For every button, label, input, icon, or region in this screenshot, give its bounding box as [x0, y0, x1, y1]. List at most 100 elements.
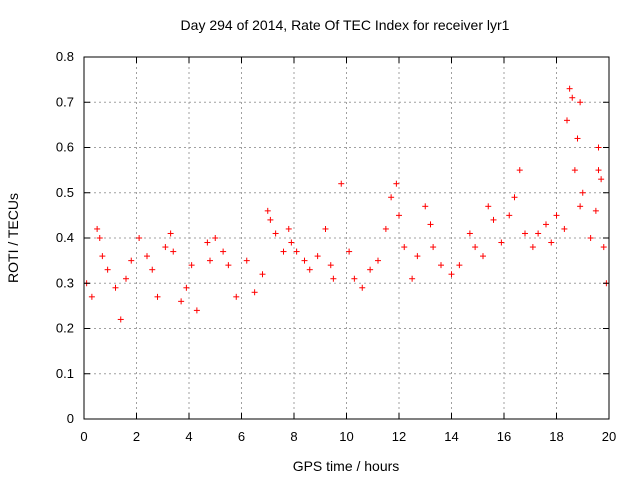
data-point: [351, 275, 358, 282]
data-point: [94, 225, 101, 232]
data-point: [577, 203, 584, 210]
data-point: [167, 230, 174, 237]
data-point: [574, 135, 581, 142]
data-point: [456, 262, 463, 269]
y-tick-label: 0: [67, 411, 74, 426]
chart-title: Day 294 of 2014, Rate Of TEC Index for r…: [181, 17, 510, 33]
x-tick-label: 0: [80, 429, 87, 444]
data-point: [438, 262, 444, 269]
y-tick-label: 0.3: [56, 275, 74, 290]
data-point: [409, 275, 416, 282]
x-tick-label: 8: [290, 429, 297, 444]
data-point: [301, 257, 308, 264]
data-point: [595, 144, 602, 151]
data-point: [579, 189, 586, 196]
x-tick-label: 20: [602, 429, 616, 444]
data-point: [600, 244, 607, 251]
x-tick-label: 10: [339, 429, 353, 444]
data-point: [511, 194, 518, 201]
data-point: [144, 253, 150, 260]
y-tick-label: 0.7: [56, 94, 74, 109]
data-point: [490, 216, 497, 223]
data-point: [529, 244, 536, 251]
data-point: [522, 230, 528, 237]
data-point: [516, 167, 523, 174]
data-point: [535, 230, 542, 237]
data-point: [178, 298, 185, 305]
data-point: [170, 248, 177, 255]
data-point: [448, 271, 455, 278]
data-point: [427, 221, 434, 228]
data-point: [577, 99, 584, 106]
data-points: [83, 85, 610, 323]
data-point: [327, 262, 334, 269]
data-point: [212, 235, 219, 241]
data-point: [233, 293, 240, 300]
data-point: [264, 207, 271, 214]
data-point: [99, 253, 106, 260]
x-tick-label: 12: [392, 429, 406, 444]
x-tick-label: 18: [549, 429, 563, 444]
y-axis-label: ROTI / TECUs: [5, 193, 21, 283]
data-point: [367, 266, 374, 273]
data-point: [422, 203, 429, 210]
data-point: [183, 284, 190, 291]
data-point: [330, 275, 337, 282]
data-point: [346, 248, 353, 255]
data-point: [569, 94, 576, 101]
data-point: [595, 167, 602, 174]
data-point: [117, 316, 124, 323]
y-tick-label: 0.1: [56, 366, 74, 381]
data-point: [112, 284, 119, 291]
data-point: [154, 293, 161, 300]
data-point: [506, 212, 513, 219]
data-point: [571, 167, 578, 174]
data-point: [285, 225, 292, 232]
data-point: [566, 85, 573, 92]
data-point: [587, 235, 594, 241]
data-point: [188, 262, 195, 269]
y-tick-label: 0.5: [56, 185, 74, 200]
y-tick-label: 0.2: [56, 321, 74, 336]
x-tick-label: 14: [444, 429, 458, 444]
axis-ticks: 0 0.1 0.2 0.3 0.4 0.5 0.6 0.7 0.8 0 2 4 6 8 10 12 14 16 18…: [56, 49, 616, 444]
data-point: [162, 244, 169, 251]
data-point: [272, 230, 279, 237]
data-point: [128, 257, 135, 264]
data-point: [225, 262, 232, 269]
data-point: [243, 257, 250, 264]
data-point: [207, 257, 213, 264]
data-point: [430, 244, 437, 251]
data-point: [485, 203, 492, 210]
data-point: [548, 239, 555, 246]
data-point: [288, 239, 295, 246]
y-tick-label: 0.4: [56, 230, 74, 245]
data-point: [306, 266, 313, 273]
data-point: [393, 180, 400, 187]
data-point: [553, 212, 560, 219]
data-point: [149, 266, 156, 273]
x-tick-label: 16: [497, 429, 511, 444]
data-point: [466, 230, 473, 237]
data-point: [338, 180, 345, 187]
data-point: [414, 253, 421, 260]
data-point: [564, 117, 570, 124]
data-point: [561, 225, 568, 232]
data-point: [204, 239, 211, 246]
y-tick-label: 0.6: [56, 140, 74, 155]
data-point: [88, 293, 95, 300]
grid: [84, 57, 609, 419]
y-tick-label: 0.8: [56, 49, 74, 64]
data-point: [598, 176, 605, 183]
data-point: [104, 266, 111, 273]
data-point: [259, 271, 266, 278]
data-point: [382, 225, 389, 232]
data-point: [251, 289, 258, 296]
data-point: [267, 216, 274, 223]
data-point: [293, 248, 300, 255]
x-tick-label: 4: [185, 429, 192, 444]
data-point: [136, 235, 143, 241]
data-point: [123, 275, 129, 282]
data-point: [396, 212, 402, 219]
